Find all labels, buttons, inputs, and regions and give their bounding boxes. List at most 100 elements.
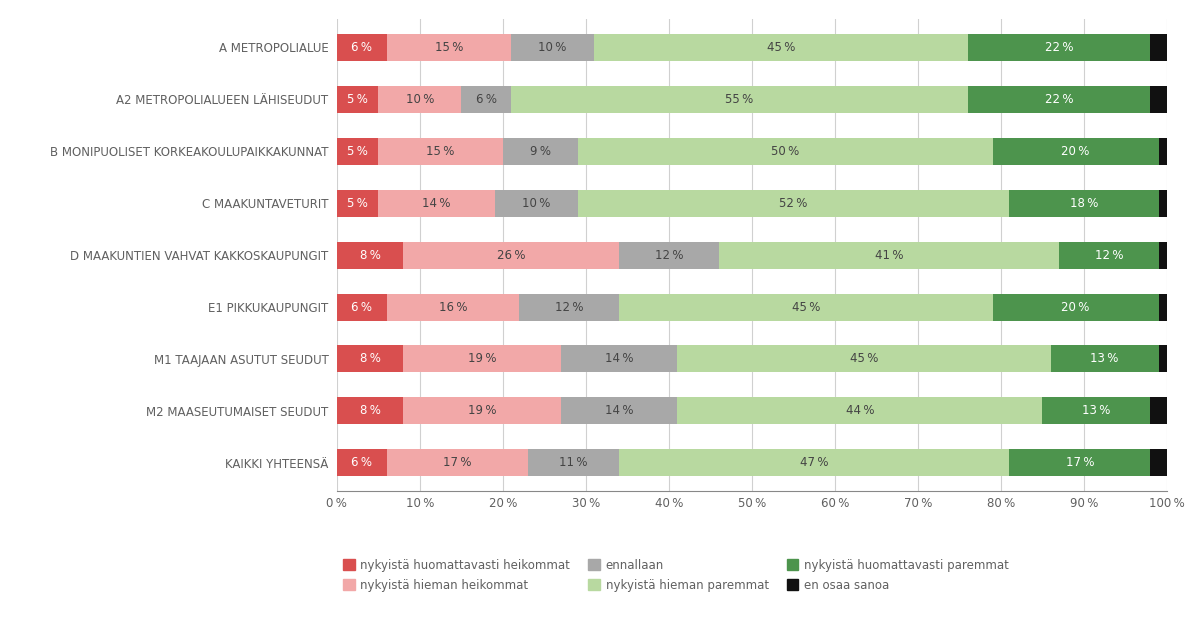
Text: 22 %: 22 %	[1044, 93, 1073, 106]
Text: 22 %: 22 %	[1044, 41, 1073, 54]
Text: 18 %: 18 %	[1069, 197, 1098, 210]
Bar	[1158, 345, 1167, 372]
Bar	[1009, 449, 1150, 476]
Text: 19 %: 19 %	[468, 404, 497, 418]
Text: 10 %: 10 %	[405, 93, 434, 106]
Text: 13 %: 13 %	[1090, 353, 1119, 365]
Bar	[337, 345, 403, 372]
Bar	[677, 345, 1050, 372]
Bar	[337, 138, 378, 165]
Bar	[528, 449, 620, 476]
Bar	[577, 138, 992, 165]
Text: 19 %: 19 %	[468, 353, 497, 365]
Bar	[620, 294, 992, 321]
Bar	[403, 398, 561, 425]
Text: 14 %: 14 %	[605, 353, 633, 365]
Bar	[520, 294, 620, 321]
Bar	[337, 449, 386, 476]
Text: 13 %: 13 %	[1083, 404, 1110, 418]
Bar	[337, 34, 386, 61]
Bar	[1150, 34, 1167, 61]
Text: 8 %: 8 %	[360, 353, 380, 365]
Bar	[1042, 398, 1150, 425]
Bar	[992, 138, 1158, 165]
Bar	[511, 34, 594, 61]
Text: 47 %: 47 %	[800, 456, 829, 469]
Bar	[620, 242, 718, 268]
Text: 8 %: 8 %	[360, 249, 380, 261]
Text: 16 %: 16 %	[439, 301, 467, 314]
Text: 6 %: 6 %	[351, 456, 372, 469]
Bar	[337, 242, 403, 268]
Bar	[1150, 86, 1167, 113]
Text: 12 %: 12 %	[1095, 249, 1124, 261]
Text: 17 %: 17 %	[1066, 456, 1094, 469]
Bar	[620, 449, 1009, 476]
Text: 9 %: 9 %	[529, 145, 551, 158]
Bar	[992, 294, 1158, 321]
Text: 26 %: 26 %	[497, 249, 526, 261]
Text: 45 %: 45 %	[849, 353, 878, 365]
Text: 14 %: 14 %	[605, 404, 633, 418]
Text: 5 %: 5 %	[348, 93, 368, 106]
Bar	[337, 294, 386, 321]
Text: 17 %: 17 %	[443, 456, 472, 469]
Bar	[378, 138, 503, 165]
Bar	[1158, 294, 1167, 321]
Bar	[561, 345, 677, 372]
Bar	[1150, 449, 1167, 476]
Text: 12 %: 12 %	[654, 249, 683, 261]
Bar	[1158, 242, 1167, 268]
Text: 14 %: 14 %	[422, 197, 451, 210]
Bar	[386, 294, 520, 321]
Bar	[503, 138, 577, 165]
Text: 45 %: 45 %	[766, 41, 795, 54]
Bar	[378, 190, 494, 217]
Text: 11 %: 11 %	[559, 456, 587, 469]
Legend: nykyistä huomattavasti heikommat, nykyistä hieman heikommat, ennallaan, nykyistä: nykyistä huomattavasti heikommat, nykyis…	[343, 559, 1009, 592]
Text: 5 %: 5 %	[348, 145, 368, 158]
Text: 10 %: 10 %	[522, 197, 550, 210]
Bar	[378, 86, 462, 113]
Bar	[1158, 138, 1167, 165]
Text: 20 %: 20 %	[1061, 145, 1090, 158]
Bar	[386, 449, 528, 476]
Text: 6 %: 6 %	[475, 93, 497, 106]
Bar	[1059, 242, 1158, 268]
Text: 20 %: 20 %	[1061, 301, 1090, 314]
Text: 41 %: 41 %	[875, 249, 903, 261]
Bar	[967, 86, 1150, 113]
Bar	[718, 242, 1059, 268]
Bar	[1158, 190, 1167, 217]
Bar	[1050, 345, 1158, 372]
Text: 10 %: 10 %	[539, 41, 567, 54]
Bar	[337, 398, 403, 425]
Text: 50 %: 50 %	[771, 145, 799, 158]
Bar	[403, 345, 561, 372]
Bar	[511, 86, 967, 113]
Bar	[594, 34, 967, 61]
Bar	[403, 242, 620, 268]
Text: 12 %: 12 %	[555, 301, 583, 314]
Bar	[337, 86, 378, 113]
Bar	[386, 34, 511, 61]
Text: 6 %: 6 %	[351, 301, 372, 314]
Bar	[561, 398, 677, 425]
Text: 8 %: 8 %	[360, 404, 380, 418]
Text: 15 %: 15 %	[426, 145, 455, 158]
Bar	[1009, 190, 1158, 217]
Text: 45 %: 45 %	[792, 301, 820, 314]
Text: 44 %: 44 %	[846, 404, 875, 418]
Bar	[494, 190, 577, 217]
Text: 15 %: 15 %	[434, 41, 463, 54]
Text: 6 %: 6 %	[351, 41, 372, 54]
Text: 55 %: 55 %	[725, 93, 753, 106]
Bar	[677, 398, 1042, 425]
Bar	[462, 86, 511, 113]
Bar	[967, 34, 1150, 61]
Text: 52 %: 52 %	[780, 197, 807, 210]
Bar	[1150, 398, 1167, 425]
Bar	[577, 190, 1009, 217]
Text: 5 %: 5 %	[348, 197, 368, 210]
Bar	[337, 190, 378, 217]
